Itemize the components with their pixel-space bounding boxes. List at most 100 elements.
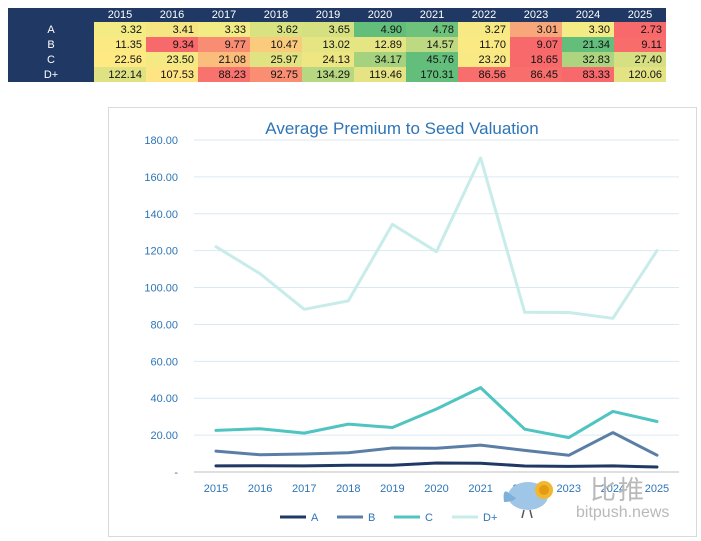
year-header-2016: 2016 <box>146 8 198 22</box>
table-cell: 25.97 <box>250 52 302 67</box>
table-cell: 170.31 <box>406 67 458 82</box>
table-cell: 86.56 <box>458 67 510 82</box>
row-label: B <box>8 37 94 52</box>
legend: A B C D+ <box>280 512 497 524</box>
table-cell: 21.34 <box>562 37 614 52</box>
table-cell: 3.32 <box>94 22 146 37</box>
table-cell: 24.13 <box>302 52 354 67</box>
x-tick-label: 2018 <box>336 483 360 495</box>
table-row: B 11.35 9.34 9.77 10.47 13.02 12.89 14.57 11.70 9… <box>8 37 666 52</box>
table-row: C 22.56 23.50 21.08 25.97 24.13 34.17 45.76 23.2… <box>8 52 666 67</box>
legend-label: D+ <box>483 512 497 524</box>
table-row: D+ 122.14 107.53 88.23 92.75 134.29 119.46 170.… <box>8 67 666 82</box>
year-header-2017: 2017 <box>198 8 250 22</box>
year-header-row: 2015 2016 2017 2018 2019 2020 2021 2022 2023 2024… <box>8 8 666 22</box>
table-cell: 4.90 <box>354 22 406 37</box>
table-cell: 18.65 <box>510 52 562 67</box>
y-tick-label: 80.00 <box>150 319 178 331</box>
y-tick-label: 140.00 <box>144 209 178 221</box>
table-cell: 92.75 <box>250 67 302 82</box>
y-tick-label: 40.00 <box>150 393 178 405</box>
table-cell: 9.34 <box>146 37 198 52</box>
table-cell: 45.76 <box>406 52 458 67</box>
table-cell: 119.46 <box>354 67 406 82</box>
y-tick-label: 100.00 <box>144 283 178 295</box>
legend-label: C <box>425 512 433 524</box>
table-cell: 3.65 <box>302 22 354 37</box>
y-axis-ticks: - 20.00 40.00 60.00 80.00 100.00 120.00 140.00 1… <box>144 135 178 479</box>
year-header-2025: 2025 <box>614 8 666 22</box>
table-cell: 27.40 <box>614 52 666 67</box>
table-cell: 10.47 <box>250 37 302 52</box>
table-cell: 88.23 <box>198 67 250 82</box>
table-cell: 23.20 <box>458 52 510 67</box>
y-tick-label: - <box>174 467 178 479</box>
legend-label: A <box>311 512 319 524</box>
table-cell: 32.83 <box>562 52 614 67</box>
x-tick-label: 2020 <box>424 483 448 495</box>
year-header-2019: 2019 <box>302 8 354 22</box>
table-cell: 3.62 <box>250 22 302 37</box>
series-line-c <box>214 386 659 440</box>
heatmap-table: 2015 2016 2017 2018 2019 2020 2021 2022 2023 2024… <box>8 8 666 82</box>
table-cell: 13.02 <box>302 37 354 52</box>
x-tick-label: 2023 <box>557 483 581 495</box>
bird-logo-icon <box>503 481 553 519</box>
bitpush-watermark: 比推 bitpush.news <box>500 470 690 528</box>
series-line-dplus <box>214 156 659 320</box>
year-header-2021: 2021 <box>406 8 458 22</box>
y-tick-label: 120.00 <box>144 246 178 258</box>
table-cell: 11.70 <box>458 37 510 52</box>
table-cell: 22.56 <box>94 52 146 67</box>
y-tick-label: 60.00 <box>150 356 178 368</box>
series-line-a <box>214 461 659 469</box>
x-tick-label: 2024 <box>601 483 625 495</box>
line-chart: Average Premium to Seed Valuation - 20.00… <box>144 119 679 524</box>
x-tick-label: 2016 <box>248 483 272 495</box>
table-cell: 14.57 <box>406 37 458 52</box>
year-header-2024: 2024 <box>562 8 614 22</box>
table-cell: 122.14 <box>94 67 146 82</box>
table-cell: 34.17 <box>354 52 406 67</box>
row-label: C <box>8 52 94 67</box>
watermark-chinese-text: 比推 <box>590 476 647 506</box>
table-cell: 21.08 <box>198 52 250 67</box>
row-label: A <box>8 22 94 37</box>
year-header-2023: 2023 <box>510 8 562 22</box>
chart-title: Average Premium to Seed Valuation <box>265 119 538 138</box>
chart-panel: Average Premium to Seed Valuation - 20.00… <box>108 107 697 537</box>
table-cell: 86.45 <box>510 67 562 82</box>
x-tick-label: 2017 <box>292 483 316 495</box>
table-cell: 3.27 <box>458 22 510 37</box>
row-label: D+ <box>8 67 94 82</box>
year-header-2015: 2015 <box>94 8 146 22</box>
table-cell: 4.78 <box>406 22 458 37</box>
table-cell: 107.53 <box>146 67 198 82</box>
table-cell: 3.30 <box>562 22 614 37</box>
table-row: A 3.32 3.41 3.33 3.62 3.65 4.90 4.78 3.27 3.01 3.3… <box>8 22 666 37</box>
x-tick-label: 2019 <box>380 483 404 495</box>
table-cell: 11.35 <box>94 37 146 52</box>
table-cell: 9.11 <box>614 37 666 52</box>
series-line-b <box>214 431 659 457</box>
table-cell: 3.01 <box>510 22 562 37</box>
y-tick-label: 20.00 <box>150 430 178 442</box>
x-tick-label: 2015 <box>204 483 228 495</box>
table-cell: 120.06 <box>614 67 666 82</box>
corner-cell <box>8 8 94 22</box>
x-axis-ticks: 2015201620172018201920202021202220232024… <box>204 483 669 495</box>
table-cell: 3.41 <box>146 22 198 37</box>
year-header-2022: 2022 <box>458 8 510 22</box>
x-tick-label: 2025 <box>645 483 669 495</box>
gridlines <box>194 139 679 473</box>
y-tick-label: 160.00 <box>144 172 178 184</box>
year-header-2020: 2020 <box>354 8 406 22</box>
table-cell: 12.89 <box>354 37 406 52</box>
table-cell: 134.29 <box>302 67 354 82</box>
watermark-url-text: bitpush.news <box>576 504 670 521</box>
table-cell: 2.73 <box>614 22 666 37</box>
table-cell: 9.77 <box>198 37 250 52</box>
legend-label: B <box>368 512 375 524</box>
year-header-2018: 2018 <box>250 8 302 22</box>
table-cell: 23.50 <box>146 52 198 67</box>
